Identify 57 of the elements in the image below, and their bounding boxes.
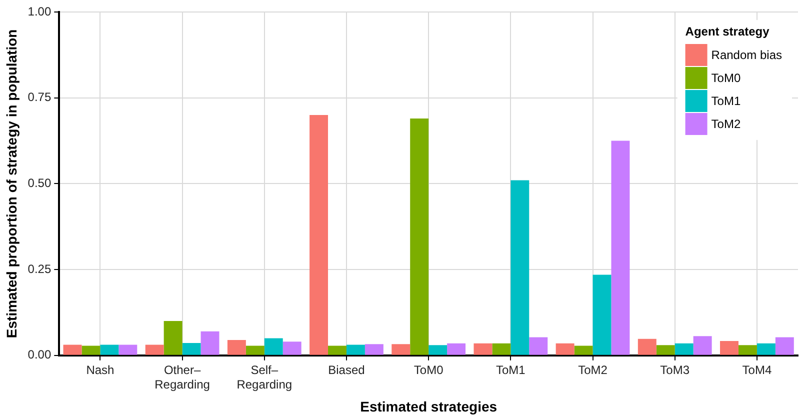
bar (574, 346, 593, 355)
legend-label: ToM1 (711, 94, 741, 108)
bar (474, 343, 492, 355)
bar (656, 345, 675, 355)
y-tick-label: 1.00 (28, 4, 52, 18)
bar (738, 345, 757, 355)
bar (63, 344, 82, 355)
x-tick-label: ToM2 (578, 362, 608, 377)
bar (118, 344, 138, 355)
x-tick-label: Self– Regarding (236, 362, 292, 392)
bar (100, 344, 119, 355)
bar (674, 343, 694, 355)
y-tick-label: 0.25 (28, 262, 52, 276)
bar (392, 344, 410, 355)
bar (447, 343, 466, 355)
bar (200, 331, 220, 355)
y-tick-label: 0.50 (28, 176, 52, 190)
legend-title: Agent strategy (685, 24, 770, 38)
legend-label: ToM2 (711, 116, 741, 131)
x-tick-label: ToM4 (742, 362, 772, 377)
bar (529, 337, 548, 355)
x-axis-title: Estimated strategies (360, 398, 498, 414)
bar (310, 115, 328, 355)
legend-label: ToM0 (711, 70, 741, 85)
bar (410, 118, 429, 355)
bar (364, 344, 384, 355)
bar (182, 343, 201, 355)
legend-label: Random bias (711, 48, 782, 62)
bar (227, 340, 246, 355)
x-tick-label: ToM1 (496, 362, 526, 377)
bar (775, 337, 794, 355)
bar (720, 340, 738, 355)
bar (246, 346, 264, 355)
bar (164, 321, 182, 355)
bar (492, 343, 511, 355)
bar (328, 346, 346, 355)
x-tick-label: ToM3 (660, 362, 690, 377)
x-tick-label: ToM0 (414, 362, 444, 377)
x-tick-label: Other– Regarding (154, 362, 210, 392)
x-tick-label: Biased (328, 362, 365, 377)
bar (264, 338, 283, 355)
bar (638, 338, 656, 355)
bar (428, 345, 448, 355)
bar (82, 346, 100, 355)
bar (592, 274, 612, 355)
bar (510, 180, 530, 355)
bar (693, 336, 712, 355)
y-axis-title: Estimated proportion of strategy in population (3, 29, 20, 338)
bar (756, 343, 776, 355)
bar (346, 344, 365, 355)
bar (145, 344, 164, 355)
bar (282, 342, 302, 355)
x-tick-label: Nash (86, 362, 114, 377)
bar (611, 140, 630, 355)
y-tick-label: 0.75 (28, 90, 52, 104)
y-tick-label: 0.00 (28, 348, 52, 362)
bar (556, 343, 574, 355)
